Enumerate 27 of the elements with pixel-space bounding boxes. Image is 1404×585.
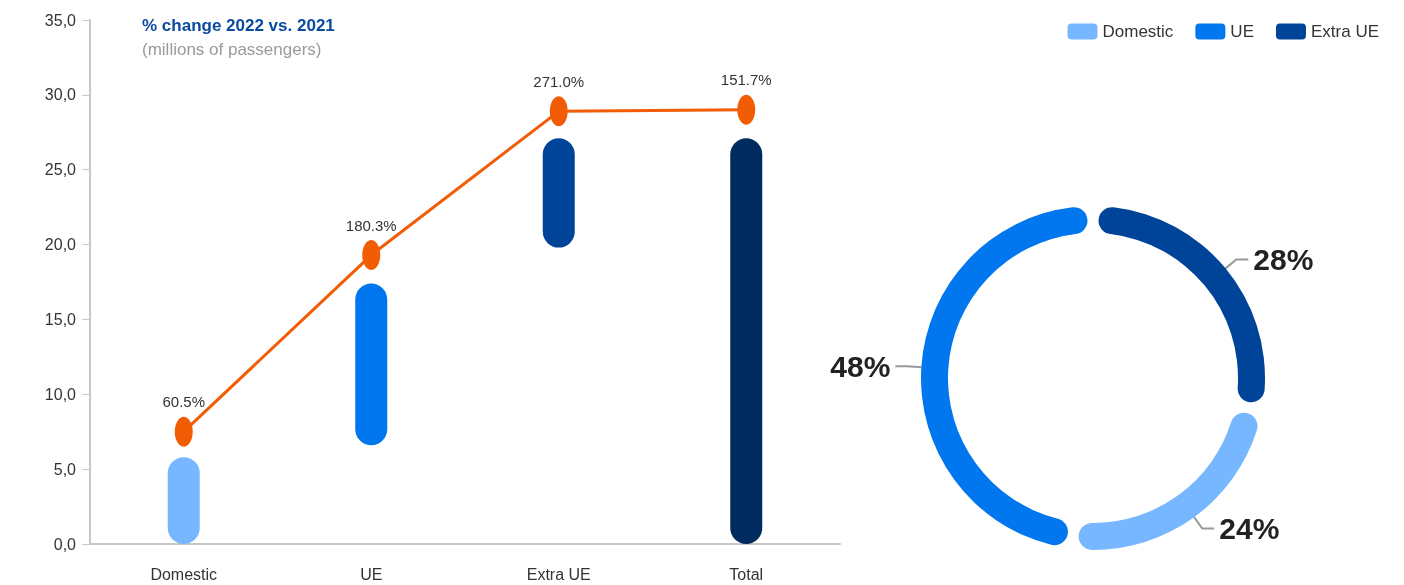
y-tick-label: 5,0 (53, 460, 77, 478)
annotation: 60.5% (162, 393, 206, 411)
legend-label: Domestic (1102, 22, 1174, 41)
annotation: 180.3% (345, 216, 397, 234)
bar (355, 283, 388, 446)
data-label: 28% (1253, 242, 1314, 276)
y-tick-label: 25,0 (44, 161, 77, 179)
legend-label: UE (1230, 22, 1254, 41)
y-tick-label: 30,0 (44, 86, 77, 104)
y-tick-label: 15,0 (44, 310, 77, 328)
bar (730, 138, 763, 544)
y-tick-label: 20,0 (44, 236, 77, 254)
legend-label: Extra UE (1310, 22, 1380, 41)
x-tick-label: Total (729, 565, 764, 583)
text: (millions of passengers) (142, 40, 322, 59)
x-tick-label: UE (360, 565, 383, 583)
x-tick-label: Domestic (150, 565, 218, 583)
data-label: 48% (830, 349, 891, 383)
annotation: 271.0% (533, 72, 585, 90)
data-label: 24% (1219, 511, 1280, 545)
chart-title: % change 2022 vs. 2021 (142, 16, 335, 35)
y-tick-label: 10,0 (44, 385, 77, 403)
x-tick-label: Extra UE (526, 565, 591, 583)
bar (542, 138, 575, 248)
y-tick-label: 35,0 (44, 11, 77, 29)
annotation: 151.7% (720, 71, 772, 89)
y-tick-label: 0,0 (53, 535, 77, 553)
